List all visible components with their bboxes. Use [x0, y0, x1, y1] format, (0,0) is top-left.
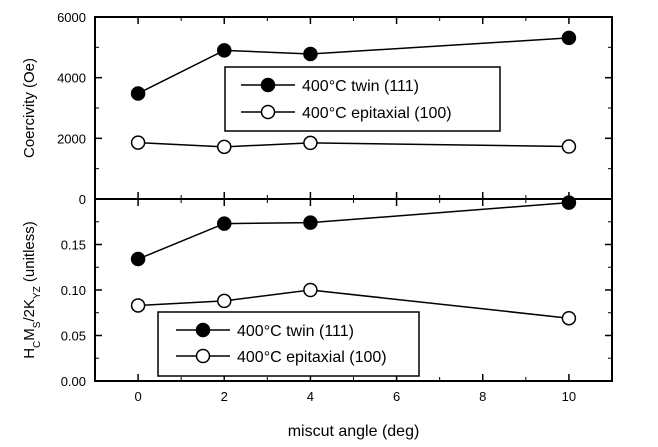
open-point — [303, 282, 318, 298]
series-line-2 — [138, 289, 569, 319]
y-axis-label-part: M — [21, 328, 38, 341]
series-line-2 — [138, 141, 569, 148]
panel-1: 0 2000 4000 6000 Coercivity (Oe) 400°C twin (… — [21, 10, 613, 207]
open-point — [217, 293, 232, 309]
y-tick-label: 0 — [79, 192, 86, 207]
legend-label: 400°C twin (111) — [237, 323, 354, 340]
legend-marker — [260, 77, 276, 93]
y-axis-label-part: YZ — [32, 286, 43, 299]
legend-label: 400°C epitaxial (100) — [302, 105, 452, 122]
y-tick-label: 0.15 — [61, 238, 86, 253]
y-tick-label: 6000 — [57, 10, 86, 25]
open-point — [561, 310, 577, 326]
filled-point — [303, 215, 318, 230]
filled-point — [217, 43, 232, 58]
filled-point — [561, 30, 577, 46]
legend-label: 400°C twin (111) — [302, 78, 419, 95]
filled-point — [130, 251, 146, 267]
series-line-1 — [137, 201, 569, 260]
y-tick-label: 0.00 — [61, 374, 86, 389]
open-point — [130, 298, 146, 313]
x-tick-label: 6 — [393, 389, 400, 404]
y-axis-label-part: (unitless) — [21, 221, 38, 286]
filled-point — [217, 216, 232, 231]
open-point — [303, 135, 318, 151]
legend-box — [224, 66, 501, 132]
series-line-1 — [137, 37, 569, 95]
y-axis-label-part: S — [32, 321, 43, 328]
legend-marker — [195, 322, 211, 338]
legend-label: 400°C epitaxial (100) — [237, 349, 387, 366]
y-axis-label-part: C — [32, 341, 43, 348]
y-axis-label-part: /2K — [21, 299, 38, 322]
x-tick-label: 4 — [307, 389, 314, 404]
y-axis-label-part: H — [21, 348, 38, 359]
legend-marker — [260, 104, 276, 120]
y-axis-label: Coercivity (Oe) — [21, 58, 38, 158]
open-point — [217, 139, 232, 155]
y-tick-label: 0.05 — [61, 329, 86, 344]
filled-point — [303, 46, 318, 62]
legend: 400°C twin (111) 400°C epitaxial (100) — [224, 66, 501, 132]
y-tick-label: 4000 — [57, 71, 86, 86]
legend-marker — [195, 348, 211, 364]
x-tick-label: 2 — [221, 389, 228, 404]
y-tick-label: 2000 — [57, 131, 86, 146]
open-point — [130, 135, 146, 150]
x-tick-label: 10 — [562, 389, 576, 404]
x-axis-label: miscut angle (deg) — [288, 423, 420, 440]
y-axis-label: HCMS/2KYZ (unitless) — [21, 221, 43, 359]
open-point — [561, 139, 577, 154]
filled-point — [130, 86, 146, 101]
x-tick-label: 8 — [479, 389, 486, 404]
x-tick-label: 0 — [134, 389, 141, 404]
panel-2: 0.00 0.05 0.10 0.15 0 2 4 6 8 10 HCMS/2KYZ (unitle… — [21, 195, 613, 440]
y-tick-label: 0.10 — [61, 283, 86, 298]
filled-point — [561, 195, 577, 210]
legend: 400°C twin (111) 400°C epitaxial (100) — [157, 311, 420, 377]
legend-box — [157, 311, 420, 377]
